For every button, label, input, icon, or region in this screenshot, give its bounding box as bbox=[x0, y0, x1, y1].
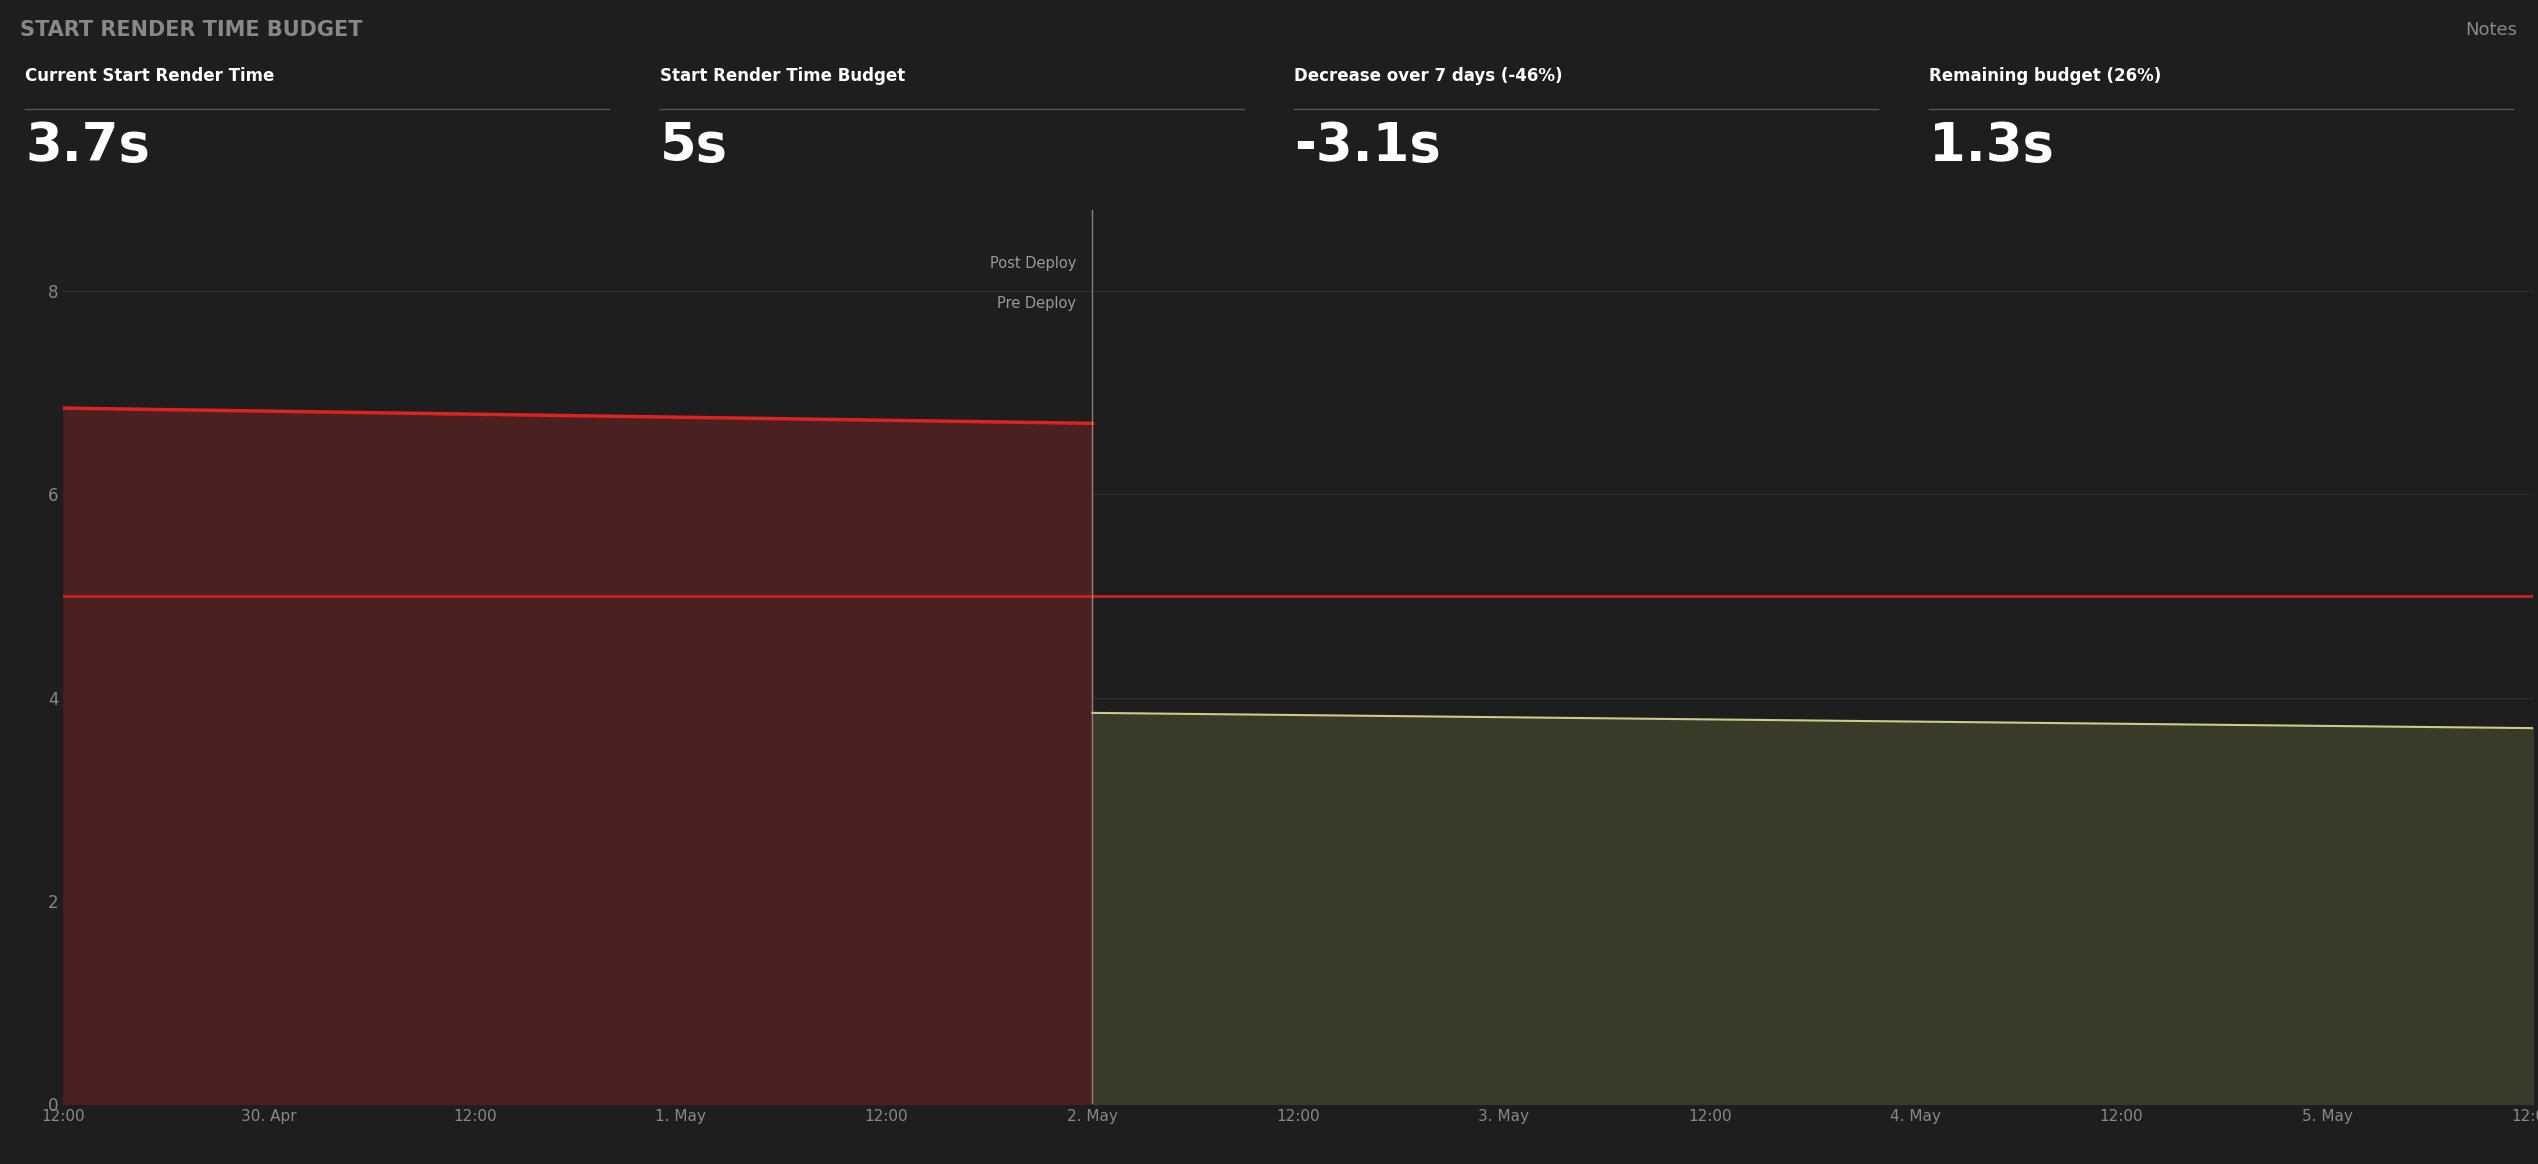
Text: -3.1s: -3.1s bbox=[1294, 120, 1442, 172]
Text: Remaining budget (26%): Remaining budget (26%) bbox=[1929, 68, 2162, 85]
Text: Post Deploy: Post Deploy bbox=[990, 256, 1076, 271]
Text: Notes: Notes bbox=[2467, 21, 2518, 40]
Text: START RENDER TIME BUDGET: START RENDER TIME BUDGET bbox=[20, 20, 363, 41]
Text: Decrease over 7 days (-46%): Decrease over 7 days (-46%) bbox=[1294, 68, 1563, 85]
Text: 1.3s: 1.3s bbox=[1929, 120, 2053, 172]
Text: Current Start Render Time: Current Start Render Time bbox=[25, 68, 274, 85]
Text: Pre Deploy: Pre Deploy bbox=[997, 297, 1076, 311]
Text: Start Render Time Budget: Start Render Time Budget bbox=[660, 68, 906, 85]
Text: 5s: 5s bbox=[660, 120, 728, 172]
Text: 3.7s: 3.7s bbox=[25, 120, 150, 172]
